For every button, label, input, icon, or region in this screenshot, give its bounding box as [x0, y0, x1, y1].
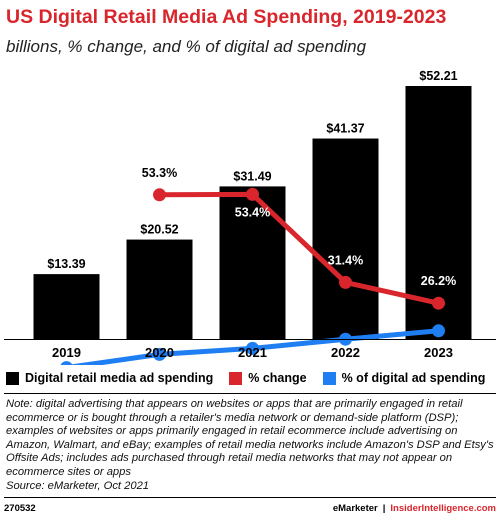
pct-change-line	[159, 191, 440, 306]
bar	[33, 274, 100, 339]
bar-value-label: $13.39	[47, 257, 85, 271]
legend-swatch-bar	[6, 371, 19, 385]
pct-change-point	[432, 296, 445, 310]
source-text: Source: eMarketer, Oct 2021	[6, 479, 150, 492]
pct-change-point	[153, 188, 166, 202]
legend-item-bar: Digital retail media ad spending	[6, 371, 213, 385]
legend-label-pct-change: % change	[248, 371, 307, 385]
x-tick-label: 2019	[52, 345, 81, 360]
pct-digital-label: 14.9%	[235, 361, 270, 365]
footer: 270532 eMarketer | InsiderIntelligence.c…	[4, 497, 496, 518]
footer-brand: eMarketer | InsiderIntelligence.com	[333, 503, 496, 514]
note-text: Note: digital advertising that appears o…	[6, 398, 494, 478]
bar	[126, 239, 193, 339]
pct-digital-point	[432, 324, 445, 338]
bar	[312, 138, 379, 339]
pct-digital-point	[153, 347, 166, 361]
pct-change-label: 53.4%	[235, 205, 270, 219]
bar-value-label: $41.37	[326, 122, 364, 136]
legend-label-pct-digital: % of digital ad spending	[341, 371, 486, 385]
chart-id: 270532	[4, 502, 36, 514]
chart-title: US Digital Retail Media Ad Spending, 201…	[6, 6, 447, 28]
pct-change-label: 31.4%	[328, 253, 363, 267]
legend-item-pct-change: % change	[229, 371, 307, 385]
legend-divider	[4, 393, 496, 394]
chart-note: Note: digital advertising that appears o…	[6, 398, 494, 493]
bar-value-label: $31.49	[233, 169, 271, 183]
legend-item-pct-digital: % of digital ad spending	[322, 371, 486, 385]
chart-area: $13.39 $20.52 $31.49 $41.37 $52.21 53.3% 53.4%…	[4, 69, 496, 365]
pct-digital-point	[60, 361, 73, 365]
brand-insiderintelligence: InsiderIntelligence.com	[390, 502, 496, 514]
chart-legend: Digital retail media ad spending % chang…	[6, 368, 485, 388]
chart-subtitle: billions, % change, and % of digital ad …	[6, 37, 367, 56]
x-tick-label: 2022	[331, 345, 360, 360]
x-tick-label: 2023	[424, 345, 453, 360]
pct-change-label: 53.3%	[142, 166, 177, 180]
brand-separator: |	[382, 502, 386, 514]
pct-change-label: 26.2%	[421, 274, 456, 288]
bar-value-label: $20.52	[140, 223, 178, 237]
pct-digital-label: 19.3%	[421, 344, 456, 358]
x-tick-label: 2020	[145, 345, 174, 360]
x-tick-label: 2021	[238, 345, 267, 360]
legend-label-bar: Digital retail media ad spending	[25, 371, 214, 385]
legend-swatch-pct-change	[229, 371, 243, 385]
bar-value-label: $52.21	[419, 69, 457, 83]
legend-swatch-pct-digital	[322, 371, 336, 385]
pct-digital-point	[246, 341, 259, 355]
pct-change-point	[246, 187, 259, 201]
brand-emarketer: eMarketer	[332, 502, 378, 514]
pct-change-point	[339, 275, 352, 289]
pct-digital-label: 17.2%	[328, 352, 363, 365]
